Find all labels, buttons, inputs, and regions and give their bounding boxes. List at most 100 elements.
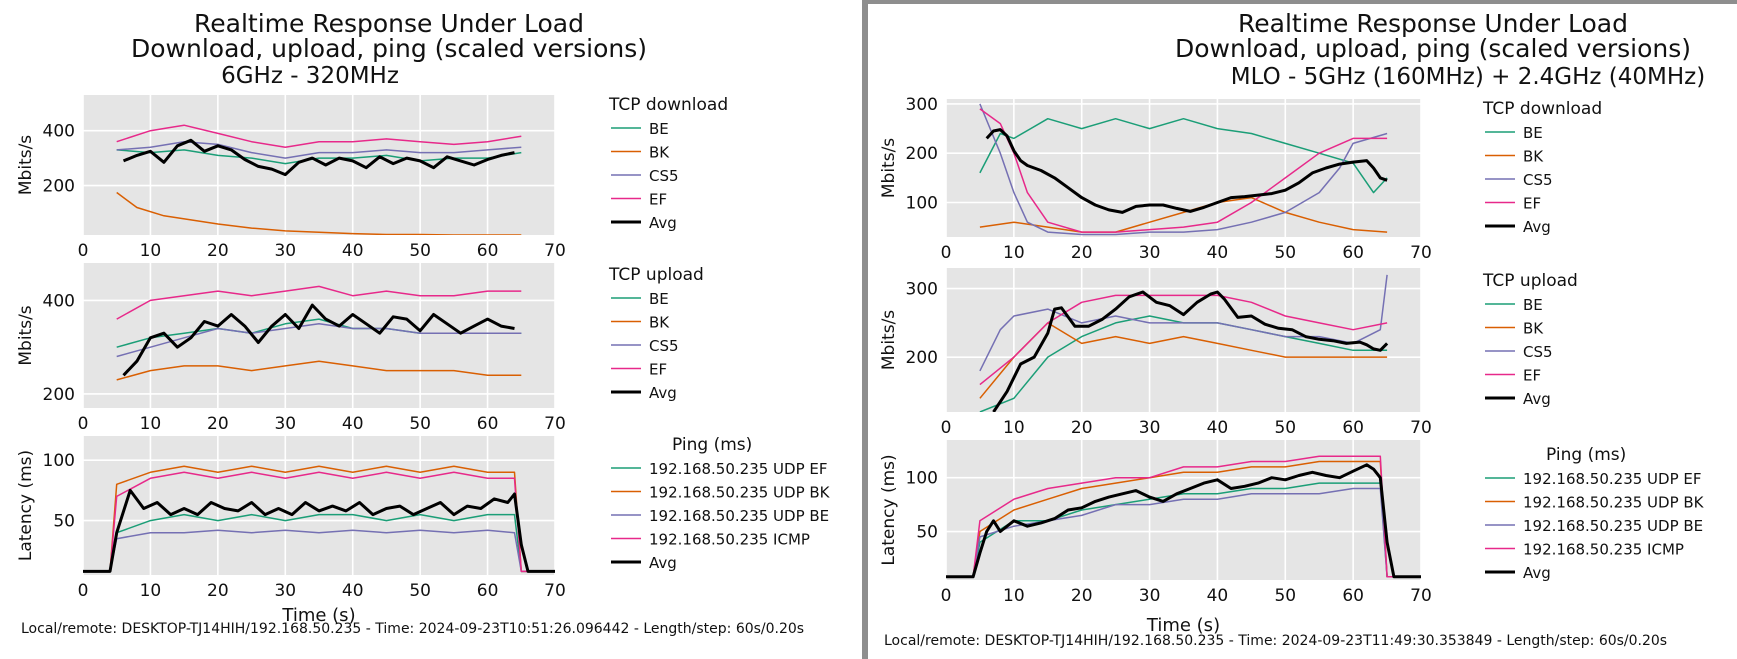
series-line-avg [992, 290, 1389, 412]
x-axis-label: Time (s) [281, 605, 355, 626]
series-group [946, 455, 1421, 579]
chart-config-label: 6GHz - 320MHz [221, 63, 399, 89]
x-tick-label: 40 [342, 241, 364, 261]
x-tick-label: 20 [207, 241, 229, 261]
legend-title: TCP download [1482, 99, 1602, 119]
legend-entry: CS5 [649, 337, 679, 355]
chart-subtitle-line: Download, upload, ping (scaled versions) [131, 34, 647, 63]
y-tick-label: 200 [43, 177, 75, 197]
legend-entry: Avg [649, 214, 677, 232]
series-line-be [979, 117, 1388, 194]
x-tick-label: 70 [544, 581, 566, 601]
legend-entry: BE [1523, 296, 1543, 314]
series-line-192-168-50-235-udp-bk [946, 460, 1421, 578]
series-group [116, 285, 522, 381]
legend-entry: BK [649, 144, 670, 162]
series-line-192-168-50-235-udp-ef [83, 513, 555, 573]
y-tick-label: 50 [53, 512, 75, 532]
y-tick-label: 50 [916, 523, 938, 543]
series-line-ef [116, 285, 522, 320]
series-line-192-168-50-235-udp-be [83, 529, 555, 573]
y-tick-label: 200 [906, 348, 938, 368]
x-tick-label: 0 [941, 586, 952, 606]
y-tick-label: 100 [906, 469, 938, 489]
legend-title: TCP download [608, 95, 728, 115]
series-line-bk [979, 196, 1388, 233]
series-line-192-168-50-235-icmp [83, 471, 555, 573]
y-tick-label: 400 [43, 122, 75, 142]
x-tick-label: 0 [941, 243, 952, 263]
legend-entry: EF [649, 191, 667, 209]
legend: TCP download BE BK CS5 EF Avg [608, 95, 728, 232]
chart-config-label: MLO - 5GHz (160MHz) + 2.4GHz (40MHz) [1231, 64, 1705, 90]
series-line-avg [83, 488, 555, 573]
y-axis-label: Mbits/s [879, 138, 899, 198]
x-tick-label: 50 [1274, 418, 1296, 438]
legend-entry: BK [1523, 148, 1544, 166]
x-tick-label: 30 [1139, 418, 1161, 438]
legend-entry: EF [1523, 367, 1541, 385]
x-tick-label: 40 [1207, 418, 1229, 438]
legend: TCP upload BE BK CS5 EF Avg [1482, 271, 1578, 408]
legend-entry: 192.168.50.235 ICMP [1523, 541, 1684, 559]
x-axis-label: Time (s) [1146, 615, 1220, 636]
legend-entry: BE [1523, 124, 1543, 142]
legend-title: Ping (ms) [1546, 445, 1626, 465]
legend-title: Ping (ms) [672, 435, 752, 455]
y-tick-label: 200 [906, 144, 938, 164]
legend: Ping (ms) 192.168.50.235 UDP EF 192.168.50… [1485, 445, 1705, 582]
x-tick-label: 20 [1071, 243, 1093, 263]
x-tick-label: 60 [477, 581, 499, 601]
x-tick-label: 20 [207, 414, 229, 434]
x-tick-label: 10 [1003, 586, 1025, 606]
y-tick-label: 100 [906, 194, 938, 214]
legend-entry: 192.168.50.235 UDP BK [649, 484, 831, 502]
chart-footer: Local/remote: DESKTOP-TJ14HIH/192.168.50… [21, 621, 804, 637]
x-tick-label: 40 [1207, 586, 1229, 606]
series-line-avg [985, 128, 1388, 214]
legend-entry: Avg [649, 384, 677, 402]
x-tick-label: 10 [140, 241, 162, 261]
legend-entry: Avg [1523, 564, 1551, 582]
x-tick-label: 70 [544, 414, 566, 434]
legend-entry: 192.168.50.235 UDP EF [1523, 470, 1702, 488]
legend-entry: EF [1523, 195, 1541, 213]
series-line-avg [946, 463, 1421, 579]
chart-title: Realtime Response Under Load [1238, 9, 1628, 38]
x-tick-label: 60 [477, 414, 499, 434]
x-tick-label: 40 [342, 414, 364, 434]
y-tick-label: 100 [43, 451, 75, 471]
series-line-bk [116, 360, 522, 381]
subplot-2: 0 10 20 30 40 50 60 70 50 100 Latency (ms) Ping (ms… [16, 435, 831, 601]
subplot-1: 0 10 20 30 40 50 60 70 200 300 Mbits/s TCP upload BE… [879, 268, 1578, 438]
series-line-ef [979, 294, 1388, 386]
legend-entry: CS5 [1523, 171, 1553, 189]
subplot-2: 0 10 20 30 40 50 60 70 50 100 Latency (ms) Ping (ms… [879, 440, 1705, 606]
plot-area [946, 268, 1421, 412]
legend-entry: 192.168.50.235 UDP EF [649, 460, 828, 478]
x-tick-label: 70 [544, 241, 566, 261]
x-tick-label: 50 [409, 414, 431, 434]
x-tick-label: 30 [274, 581, 296, 601]
legend-entry: BE [649, 120, 669, 138]
series-line-ef [116, 124, 522, 148]
x-tick-label: 30 [1139, 243, 1161, 263]
series-line-avg [122, 303, 515, 377]
y-axis-label: Latency (ms) [16, 450, 36, 561]
x-tick-label: 70 [1410, 243, 1432, 263]
x-tick-label: 60 [1342, 418, 1364, 438]
chart-panel-mlo: Realtime Response Under Load Download, up… [868, 4, 1737, 659]
x-tick-label: 30 [1139, 586, 1161, 606]
legend-entry: Avg [649, 554, 677, 572]
y-tick-label: 300 [906, 95, 938, 115]
plot-area [946, 99, 1421, 237]
x-tick-label: 50 [409, 581, 431, 601]
series-line-avg [122, 138, 515, 177]
x-tick-label: 70 [1410, 418, 1432, 438]
x-tick-label: 0 [78, 581, 89, 601]
x-tick-label: 60 [477, 241, 499, 261]
x-tick-label: 20 [1071, 586, 1093, 606]
series-group [979, 274, 1389, 412]
x-tick-label: 0 [78, 414, 89, 434]
